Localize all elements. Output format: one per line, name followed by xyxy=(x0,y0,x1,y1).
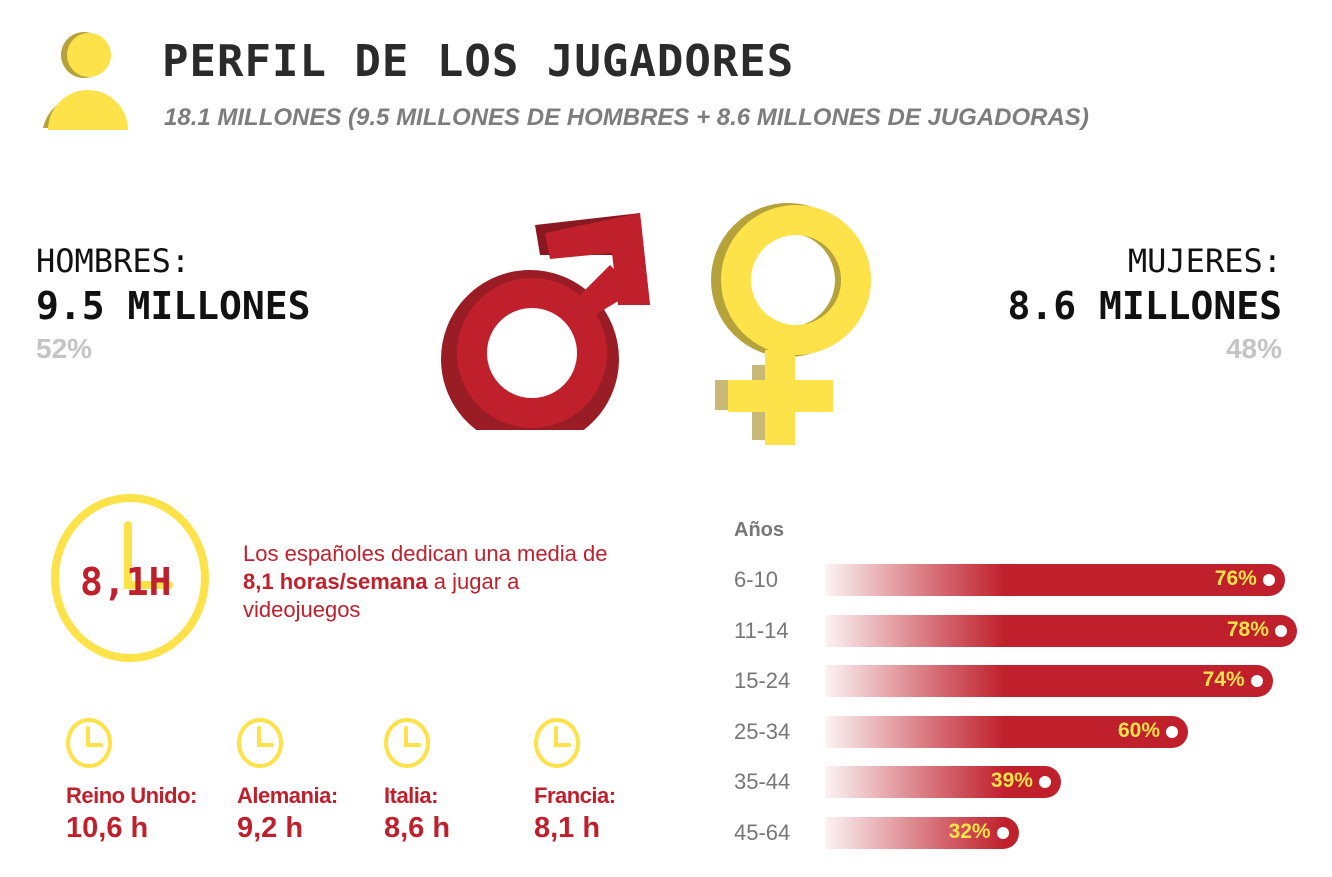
bar-end-dot xyxy=(1274,624,1287,637)
small-clock-icon xyxy=(66,718,112,768)
person-icon xyxy=(43,32,128,130)
bar-value-label: 78% xyxy=(1226,617,1269,641)
age-category-label: 45-64 xyxy=(734,819,791,845)
bar-25-34: 60% xyxy=(825,715,1188,748)
clock-value: 8,1H xyxy=(80,560,172,604)
age-category-label: 11-14 xyxy=(734,617,789,643)
men-label: HOMBRES: xyxy=(36,242,191,280)
men-percent: 52% xyxy=(36,333,93,364)
bar-end-dot xyxy=(1038,776,1051,788)
men-value: 9.5 MILLONES xyxy=(36,284,311,328)
age-category-label: 6-10 xyxy=(734,567,779,592)
bar-end-dot xyxy=(1262,574,1275,586)
bar-45-64: 32% xyxy=(825,816,1019,849)
female-symbol-icon xyxy=(711,203,871,445)
chart-axis-label: Años xyxy=(734,519,784,541)
small-clock-icon xyxy=(534,718,580,768)
clock-icon xyxy=(51,494,209,662)
women-percent: 48% xyxy=(1225,333,1282,364)
country-name: Francia: xyxy=(534,783,616,808)
bar-15-24: 74% xyxy=(825,665,1273,697)
page-title: PERFIL DE LOS JUGADORES xyxy=(162,36,795,87)
male-symbol-icon xyxy=(441,213,650,430)
bar-value-label: 74% xyxy=(1202,668,1245,691)
age-category-label: 15-24 xyxy=(734,668,791,693)
country-name: Alemania: xyxy=(237,783,338,808)
country-name: Italia: xyxy=(384,783,438,808)
bar-35-44: 39% xyxy=(825,766,1061,798)
country-hours: 10,6 h xyxy=(66,812,149,844)
bar-11-14: 78% xyxy=(825,614,1297,647)
page-subtitle: 18.1 MILLONES (9.5 MILLONES DE HOMBRES +… xyxy=(164,104,1089,131)
country-name: Reino Unido: xyxy=(66,783,197,808)
bar-value-label: 39% xyxy=(990,769,1033,792)
bar-6-10: 76% xyxy=(825,564,1285,596)
small-clock-icon xyxy=(384,718,430,768)
age-category-label: 35-44 xyxy=(734,769,791,794)
country-hours: 8,6 h xyxy=(384,812,451,844)
bar-value-label: 76% xyxy=(1214,567,1257,590)
women-label: MUJERES: xyxy=(1127,242,1282,280)
hours-description: Los españoles dedican una media de 8,1 h… xyxy=(243,541,608,622)
small-clock-icon xyxy=(237,718,283,768)
bar-end-dot xyxy=(996,826,1009,839)
bar-end-dot xyxy=(1166,725,1178,738)
bar-end-dot xyxy=(1250,675,1263,687)
bar-value-label: 60% xyxy=(1117,718,1160,742)
women-value: 8.6 MILLONES xyxy=(1007,284,1282,328)
bar-value-label: 32% xyxy=(948,819,991,843)
country-hours: 9,2 h xyxy=(237,812,304,844)
age-category-label: 25-34 xyxy=(734,718,791,744)
country-hours: 8,1 h xyxy=(534,812,601,844)
